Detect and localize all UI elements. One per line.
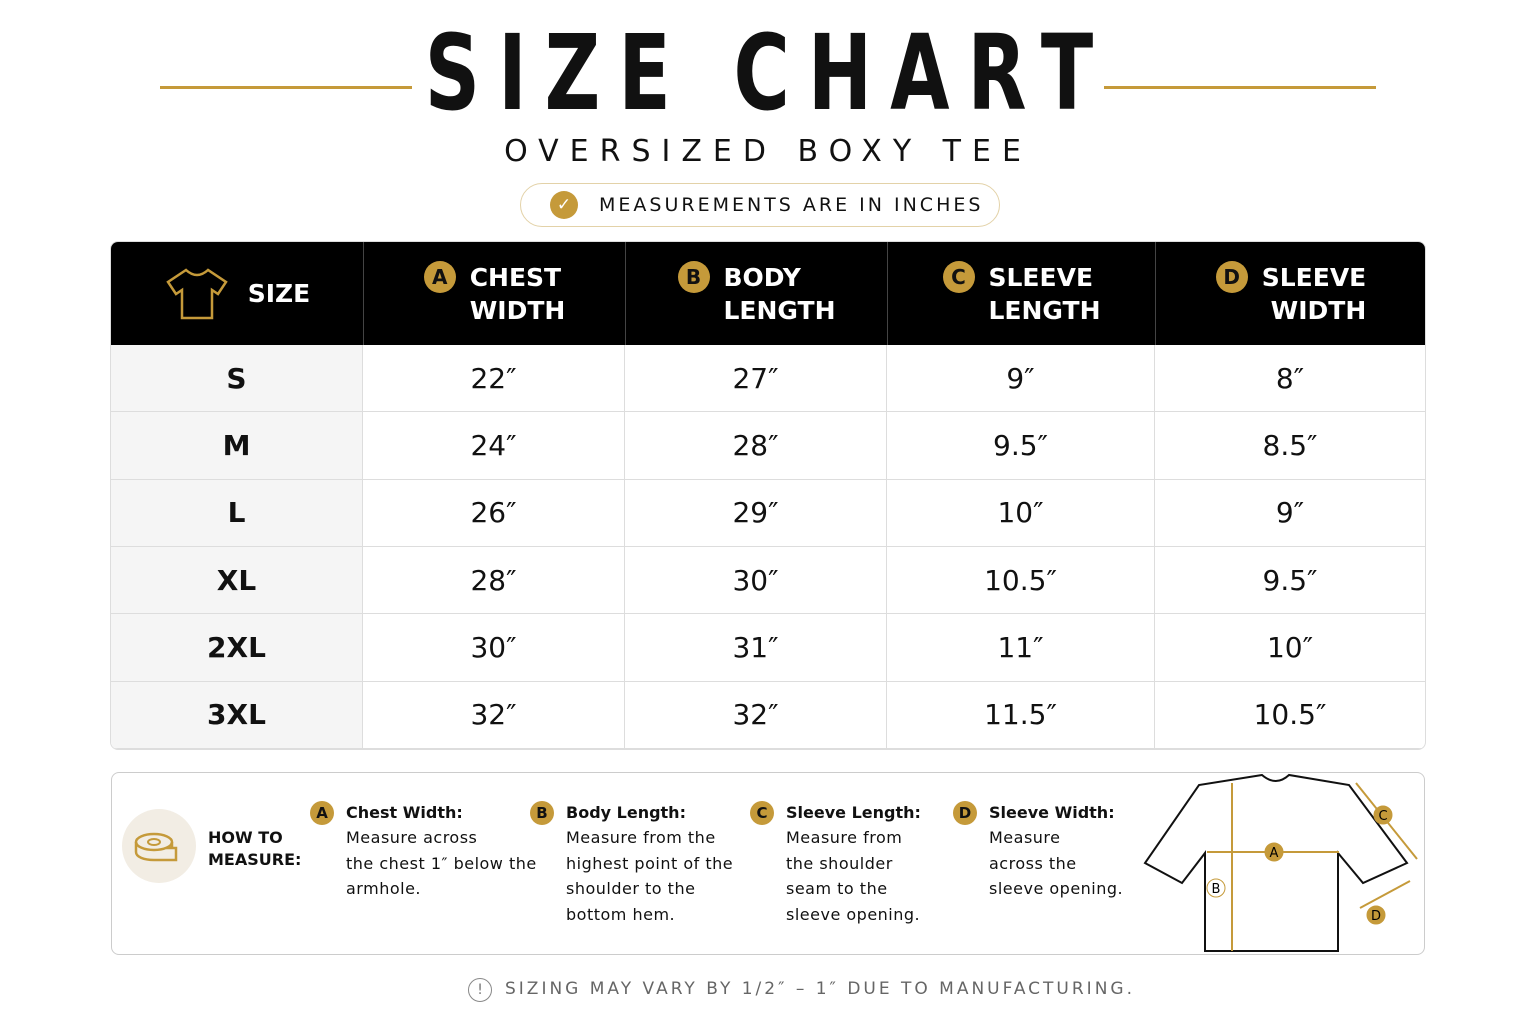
header-cell: D SLEEVE WIDTH — [1155, 242, 1425, 345]
cell: 10″ — [1155, 614, 1425, 682]
cell: 31″ — [625, 614, 887, 682]
cell: 30″ — [625, 547, 887, 615]
cell: 9″ — [1155, 480, 1425, 547]
tape-icon — [122, 809, 196, 883]
diagram-label: C — [1378, 809, 1387, 824]
cell: 10″ — [887, 479, 1155, 547]
size-table: SIZE A CHEST WIDTH B BODY LENGTH C SLEEVE LENGTH D… — [110, 241, 1426, 750]
cell: 32″ — [625, 681, 887, 749]
cell: 11″ — [887, 614, 1155, 682]
rule — [1104, 86, 1376, 89]
column-label-line: LENGTH — [988, 295, 1101, 325]
cell: 8″ — [1155, 345, 1425, 413]
diagram-badge — [1206, 878, 1226, 898]
cell: 9.5″ — [1155, 547, 1425, 615]
column-label-line: WIDTH — [469, 295, 566, 325]
diagram-label: B — [1212, 882, 1221, 897]
diagram-badge — [1366, 905, 1386, 925]
item-letter: C — [750, 801, 774, 825]
item-title: Chest Width: — [346, 803, 463, 822]
column-label-line: SLEEVE — [1261, 262, 1367, 292]
header-cell: A CHEST WIDTH — [363, 242, 625, 345]
column-label: CHEST WIDTH — [470, 261, 566, 327]
size-cell: 2XL — [111, 614, 363, 682]
diagram-label: D — [1371, 909, 1381, 924]
diagram-label: A — [1270, 846, 1279, 861]
cell: 29″ — [625, 479, 887, 547]
cell: 27″ — [625, 345, 887, 413]
title: SIZE CHART — [424, 12, 1112, 134]
column-label: SLEEVE WIDTH — [1262, 261, 1367, 327]
footer-note: SIZING MAY VARY BY 1/2″ – 1″ DUE TO MANU… — [505, 979, 1135, 999]
cell: 10.5″ — [887, 547, 1155, 615]
cell: 11.5″ — [887, 681, 1155, 749]
cell: 26″ — [363, 479, 625, 547]
cell: 22″ — [363, 345, 625, 413]
column-letter: A — [423, 260, 456, 293]
item-text: seam to the — [786, 879, 888, 898]
column-label-line: LENGTH — [723, 295, 836, 325]
cell: 10.5″ — [1155, 682, 1425, 749]
item-letter: B — [530, 801, 554, 825]
item-text: Measure — [989, 828, 1061, 847]
column-letter: D — [1215, 260, 1248, 293]
size-cell: 3XL — [111, 681, 363, 749]
column-label-line: CHEST — [469, 262, 562, 292]
size-cell: M — [111, 412, 363, 480]
cell: 9″ — [887, 345, 1155, 413]
cell: 30″ — [363, 614, 625, 682]
item-text: across the — [989, 853, 1077, 873]
item-text: sleeve opening. — [786, 904, 921, 924]
how-to-line: HOW TO — [208, 828, 283, 847]
item-text: the chest 1″ below the — [346, 853, 537, 873]
item-title: Body Length: — [566, 803, 686, 822]
badge-text: MEASUREMENTS ARE IN INCHES — [599, 194, 984, 216]
how-to-panel: HOW TO MEASURE: A Chest Width: Measure acro… — [111, 772, 1425, 955]
column-label-line: WIDTH — [1270, 295, 1367, 325]
cell: 32″ — [363, 681, 625, 749]
column-label: SLEEVE LENGTH — [989, 261, 1101, 327]
item-title: Sleeve Width: — [989, 803, 1115, 822]
header-cell: C SLEEVE LENGTH — [887, 242, 1155, 345]
column-letter: B — [677, 260, 710, 293]
item-text: shoulder to the — [566, 879, 696, 898]
cell: 8.5″ — [1155, 412, 1425, 480]
item-letter: A — [310, 801, 334, 825]
badge: ✓ MEASUREMENTS ARE IN INCHES — [520, 183, 1000, 227]
tee-diagram: A B C D — [1143, 773, 1418, 952]
item-text: armhole. — [346, 879, 421, 898]
subtitle: OVERSIZED BOXY TEE — [504, 134, 1032, 169]
item-text: the shoulder — [786, 853, 893, 873]
cell: 24″ — [363, 412, 625, 480]
size-cell: L — [111, 479, 363, 547]
how-to-line: MEASURE: — [208, 850, 302, 869]
column-letter: C — [942, 260, 975, 293]
info-icon: ! — [468, 978, 492, 1002]
size-cell: XL — [111, 547, 363, 615]
item-title: Sleeve Length: — [786, 803, 921, 822]
size-header: SIZE — [247, 279, 311, 308]
column-label: BODY LENGTH — [724, 261, 836, 327]
cell: 28″ — [363, 547, 625, 615]
column-label-line: SLEEVE — [988, 262, 1094, 292]
size-cell: S — [111, 345, 363, 413]
cell: 9.5″ — [887, 412, 1155, 480]
diagram-badge — [1373, 805, 1393, 825]
item-text: Measure from — [786, 828, 903, 847]
rule — [160, 86, 412, 89]
header-cell: SIZE — [111, 242, 363, 345]
item-text: Measure across — [346, 828, 478, 847]
item-text: highest point of the — [566, 853, 734, 873]
diagram-badge — [1264, 842, 1284, 862]
how-to-title: HOW TO MEASURE: — [208, 827, 301, 871]
item-text: Measure from the — [566, 828, 716, 847]
column-label-line: BODY — [723, 262, 801, 292]
header-cell: B BODY LENGTH — [625, 242, 887, 345]
item-letter: D — [953, 801, 977, 825]
item-text: sleeve opening. — [989, 879, 1124, 898]
check-icon: ✓ — [550, 191, 578, 219]
cell: 28″ — [625, 412, 887, 480]
item-text: bottom hem. — [566, 904, 676, 924]
